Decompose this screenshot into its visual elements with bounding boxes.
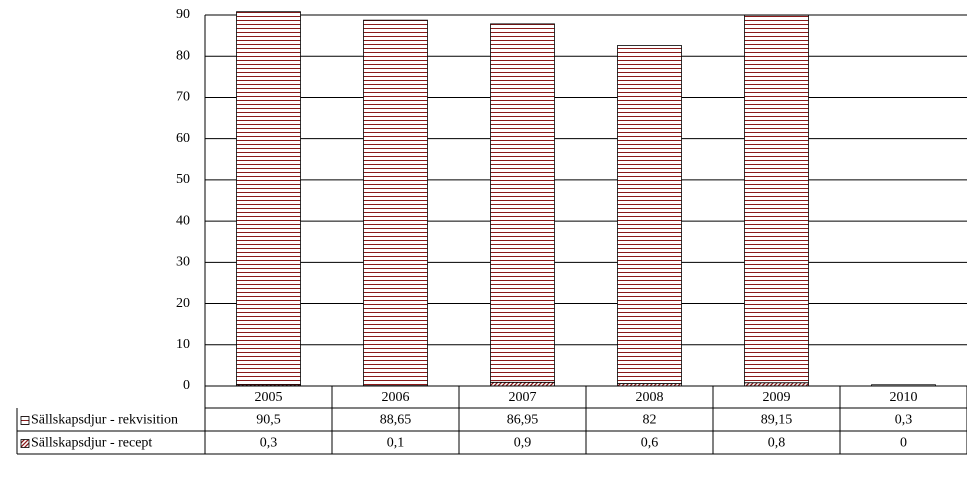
bar	[236, 11, 301, 386]
y-tick-label: 60	[176, 131, 190, 146]
bar	[617, 45, 682, 384]
y-tick-label: 40	[176, 213, 190, 228]
value-label: 0	[900, 436, 907, 451]
bar	[363, 19, 428, 386]
x-tick-label: 2010	[890, 390, 918, 405]
x-tick-label: 2009	[763, 390, 791, 405]
x-tick-label: 2008	[636, 390, 664, 405]
y-tick-label: 80	[176, 48, 190, 63]
x-tick-label: 2006	[382, 390, 410, 405]
y-tick-label: 90	[176, 7, 190, 22]
value-label: 89,15	[761, 413, 793, 428]
value-label: 0,8	[768, 436, 786, 451]
y-tick-label: 50	[176, 172, 190, 187]
legend-label: Sällskapsdjur - rekvisition	[31, 413, 178, 428]
legend-label: Sällskapsdjur - recept	[31, 436, 152, 451]
legend-swatch	[20, 439, 30, 448]
value-label: 86,95	[507, 413, 539, 428]
bar	[744, 14, 809, 384]
y-tick-label: 70	[176, 90, 190, 105]
value-label: 88,65	[380, 413, 412, 428]
value-label: 0,3	[895, 413, 913, 428]
value-label: 90,5	[256, 413, 281, 428]
value-label: 0,3	[260, 436, 278, 451]
value-label: 0,1	[387, 436, 405, 451]
y-tick-label: 30	[176, 255, 190, 270]
bar	[490, 23, 555, 383]
x-tick-label: 2005	[255, 390, 283, 405]
bar	[490, 381, 555, 387]
y-tick-label: 0	[183, 378, 190, 393]
x-tick-label: 2007	[509, 390, 537, 405]
legend-swatch	[20, 416, 30, 425]
value-label: 82	[643, 413, 657, 428]
value-label: 0,6	[641, 436, 659, 451]
y-tick-label: 20	[176, 296, 190, 311]
y-tick-label: 10	[176, 337, 190, 352]
value-label: 0,9	[514, 436, 532, 451]
